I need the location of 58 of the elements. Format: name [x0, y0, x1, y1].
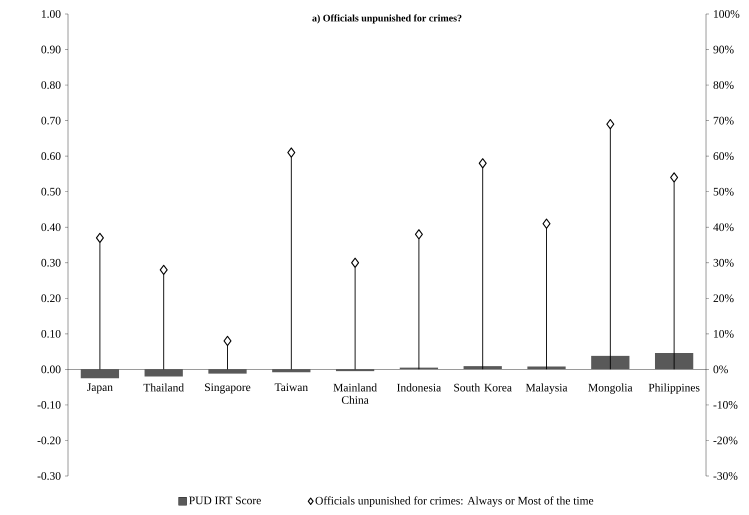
y-tick-label: 0.20 — [41, 294, 61, 302]
y2-tick-label: 50% — [714, 188, 734, 196]
y-tick-label: 0.40 — [41, 223, 61, 232]
point — [414, 229, 423, 240]
y-tick-label: 1.00 — [42, 10, 61, 18]
point — [160, 264, 168, 276]
y2-tick-label: 80% — [713, 81, 734, 89]
bar — [591, 356, 630, 370]
x-tick-label: Singapore — [205, 383, 250, 394]
x-tick-label: Thailand — [144, 383, 184, 392]
y2-tick-label: 60% — [714, 152, 734, 160]
y-tick-label: -0.20 — [38, 436, 61, 444]
y-tick-label: 0.70 — [41, 116, 61, 124]
x-tick-label: Japan — [87, 383, 113, 394]
legend-label: Officials unpunished for crimes: Always or Most of the time — [316, 496, 594, 507]
point — [606, 119, 614, 130]
bar — [527, 366, 566, 370]
point — [670, 172, 678, 183]
y-tick-label: -0.10 — [38, 401, 61, 409]
x-tick-label: Mainland China — [333, 383, 377, 404]
y-tick-label: 0.10 — [41, 330, 61, 338]
y2-tick-label: 30% — [714, 258, 734, 267]
bar — [208, 369, 247, 374]
y2-tick-label: 0% — [713, 366, 728, 374]
y2-tick-label: 20% — [714, 294, 734, 302]
x-tick-label: Malaysia — [526, 383, 568, 394]
y2-tick-label: 40% — [713, 223, 734, 232]
point — [478, 158, 487, 168]
y2-tick-label: -20% — [713, 436, 738, 444]
point — [224, 336, 232, 346]
y-tick-label: -0.30 — [38, 472, 61, 480]
legend-label: PUD IRT Score — [189, 496, 261, 504]
x-tick-label: Taiwan — [274, 383, 308, 392]
y-tick-label: 0.00 — [41, 366, 61, 374]
y-tick-label: 0.60 — [41, 152, 61, 160]
y-tick-label: 0.50 — [41, 188, 61, 196]
bar — [144, 369, 183, 376]
y-tick-label: 0.90 — [41, 46, 61, 54]
x-tick-label: South Korea — [454, 383, 512, 392]
bar — [80, 369, 120, 378]
x-tick-label: Mongolia — [588, 383, 632, 394]
point — [351, 258, 360, 268]
bar — [654, 353, 694, 370]
y2-tick-label: 100% — [714, 10, 740, 18]
y2-tick-label: -30% — [713, 472, 738, 480]
bar — [464, 366, 502, 370]
chart-title: a) Officials unpunished for crimes? — [312, 14, 462, 24]
point — [287, 147, 296, 158]
point — [542, 218, 551, 229]
y2-tick-label: 10% — [714, 330, 734, 338]
x-tick-label: Philippines — [648, 383, 700, 394]
y2-tick-label: 70% — [714, 116, 734, 124]
y-tick-label: 0.30 — [41, 258, 61, 267]
y2-tick-label: 90% — [713, 46, 734, 54]
point — [96, 232, 104, 244]
x-tick-label: Indonesia — [397, 383, 442, 392]
y-tick-label: 0.80 — [41, 81, 61, 89]
y2-tick-label: -10% — [713, 401, 738, 409]
